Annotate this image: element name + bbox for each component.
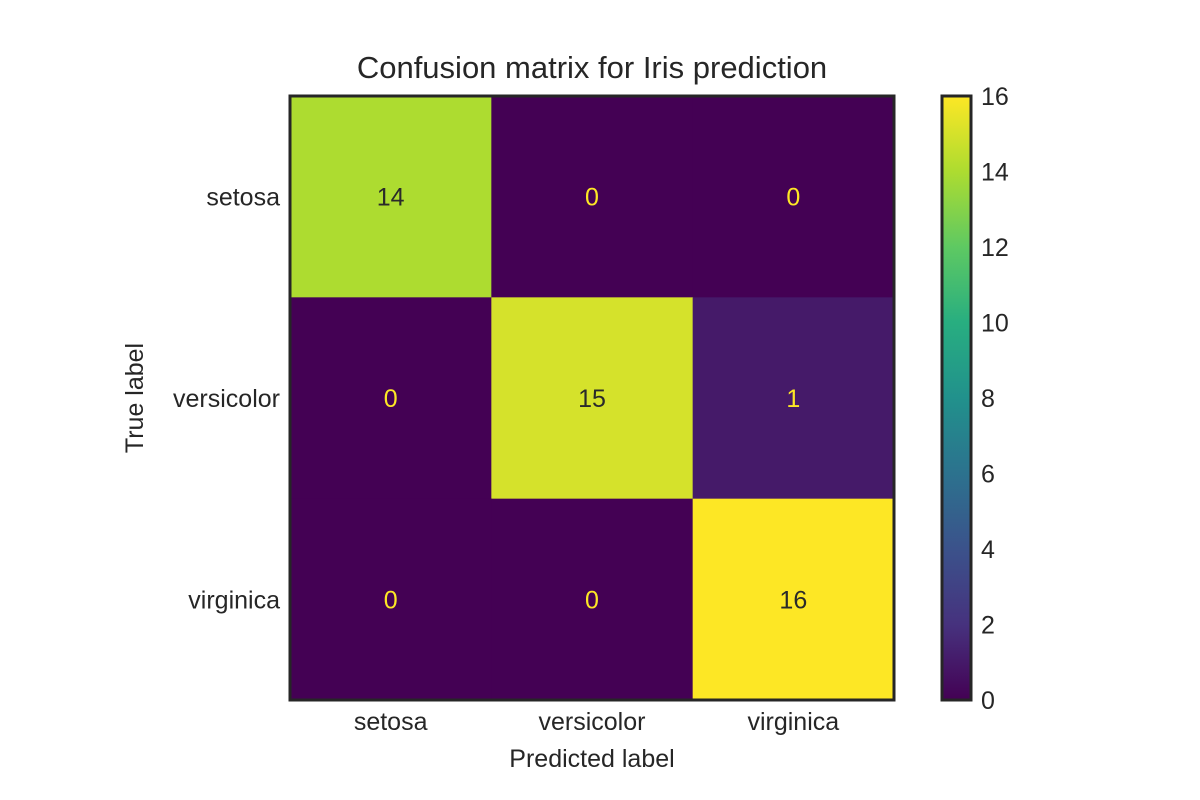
heatmap-cells <box>290 96 895 701</box>
x-tick-label: virginica <box>747 708 839 736</box>
x-tick-label: setosa <box>354 708 428 736</box>
cell-value-label: 15 <box>578 385 606 413</box>
colorbar-tick-label: 14 <box>981 159 1009 187</box>
colorbar-tick-label: 16 <box>981 83 1009 111</box>
heatmap-cell <box>290 297 492 500</box>
y-tick-label: setosa <box>206 184 280 212</box>
x-tick-labels: setosa versicolor virginica <box>354 708 839 736</box>
colorbar-tick-label: 8 <box>981 385 995 413</box>
colorbar <box>940 94 973 702</box>
colorbar-tick-label: 6 <box>981 461 995 489</box>
x-tick-label: versicolor <box>539 708 646 736</box>
cell-value-label: 0 <box>384 586 398 614</box>
y-axis-label: True label <box>121 343 149 453</box>
heatmap-cell <box>491 96 694 298</box>
heatmap-cell <box>491 498 694 701</box>
colorbar-tick-label: 2 <box>981 612 995 640</box>
cell-value-label: 1 <box>786 385 800 413</box>
cell-value-labels: 14 0 0 0 15 1 0 0 16 <box>377 184 807 615</box>
colorbar-tick-label: 10 <box>981 310 1009 338</box>
cell-value-label: 14 <box>377 184 405 212</box>
heatmap-cell <box>491 297 694 500</box>
y-tick-label: versicolor <box>173 385 280 413</box>
colorbar-tick-labels: 0 2 4 6 8 10 12 14 16 <box>981 83 1009 715</box>
cell-value-label: 0 <box>585 184 599 212</box>
heatmap-cell <box>692 297 895 500</box>
colorbar-tick-label: 4 <box>981 536 995 564</box>
cell-value-label: 0 <box>786 184 800 212</box>
cell-value-label: 0 <box>585 586 599 614</box>
x-axis-label: Predicted label <box>509 745 674 773</box>
heatmap-cell <box>290 96 492 298</box>
cell-value-label: 16 <box>779 586 807 614</box>
colorbar-tick-label: 12 <box>981 234 1009 262</box>
chart-title: Confusion matrix for Iris prediction <box>357 50 827 85</box>
colorbar-tick-label: 0 <box>981 687 995 715</box>
heatmap-cell <box>692 96 895 298</box>
y-tick-label: virginica <box>188 586 280 614</box>
cell-value-label: 0 <box>384 385 398 413</box>
y-tick-labels: setosa versicolor virginica <box>173 184 280 615</box>
matrix-frame <box>288 94 896 702</box>
heatmap-cell <box>290 498 492 701</box>
heatmap-cell <box>692 498 895 701</box>
